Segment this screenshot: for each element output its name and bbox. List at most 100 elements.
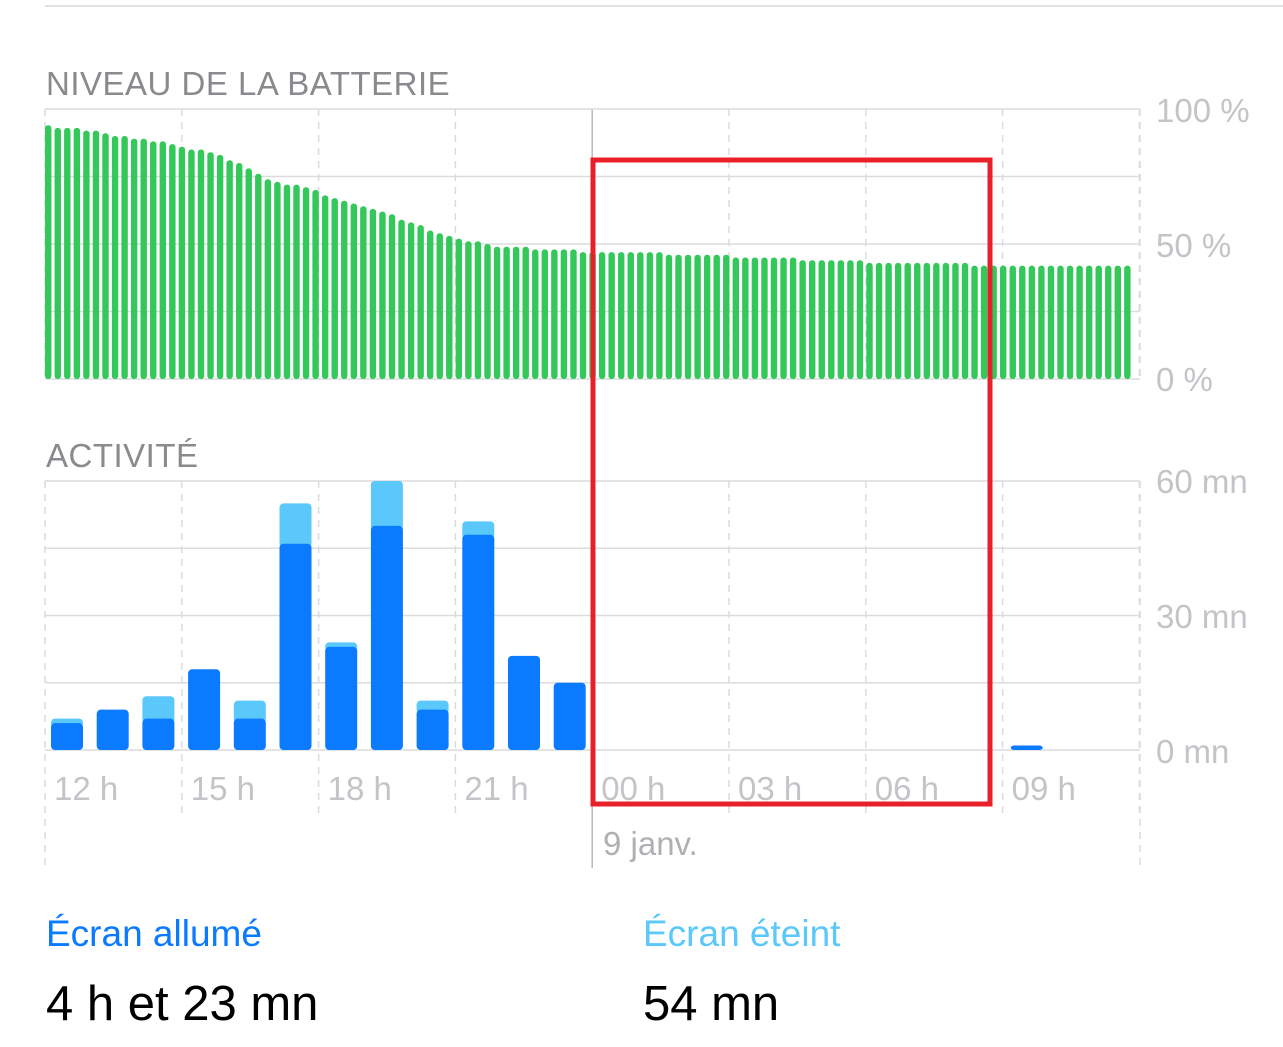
battery-bar <box>283 184 291 379</box>
battery-bar <box>73 127 81 380</box>
battery-bar <box>570 249 577 379</box>
activity-bar-screen-on <box>188 669 221 750</box>
battery-bar <box>723 254 730 379</box>
screen-on-summary: Écran allumé 4 h et 23 mn <box>46 912 318 1034</box>
battery-bar <box>789 257 797 379</box>
battery-bar <box>923 262 930 379</box>
activity-x-tick-label: 03 h <box>738 770 802 807</box>
highlight-rectangle <box>590 157 993 807</box>
battery-bar <box>436 233 443 379</box>
activity-bar-screen-on <box>370 525 403 750</box>
battery-bar <box>952 262 959 379</box>
battery-bar <box>512 246 520 379</box>
activity-bar-screen-on <box>142 718 175 750</box>
battery-bar <box>656 252 663 379</box>
battery-bar <box>608 252 615 379</box>
battery-bar <box>159 141 166 379</box>
battery-bar <box>388 214 396 379</box>
activity-bar-screen-off <box>279 503 312 548</box>
battery-bar <box>111 136 119 379</box>
battery-bar <box>169 144 176 379</box>
activity-bar-screen-on <box>462 534 495 750</box>
battery-bar <box>1076 265 1083 379</box>
battery-bar <box>350 203 357 379</box>
battery-bar <box>646 252 654 379</box>
battery-bar <box>302 187 310 379</box>
battery-y-tick-label: 0 % <box>1156 361 1213 398</box>
activity-bar-screen-off <box>233 700 266 723</box>
battery-bar <box>1009 265 1016 379</box>
battery-bar <box>312 190 319 379</box>
battery-bar <box>627 252 634 379</box>
battery-bar <box>866 262 873 379</box>
screen-off-label: Écran éteint <box>643 913 841 954</box>
battery-bar <box>541 249 548 379</box>
battery-bar <box>1047 265 1055 379</box>
battery-bar <box>828 260 835 379</box>
activity-x-tick-label: 12 h <box>54 770 118 807</box>
battery-y-tick-label: 50 % <box>1156 227 1231 264</box>
activity-bar-screen-off <box>370 481 403 530</box>
activity-bar-screen-on <box>508 655 540 750</box>
battery-bar <box>1057 265 1064 379</box>
battery-bar <box>713 254 720 379</box>
battery-bar <box>1124 265 1131 379</box>
battery-activity-chart: NIVEAU DE LA BATTERIE 100 % 50 % 0 % ACTIV… <box>44 5 1283 868</box>
battery-bar <box>780 257 787 379</box>
activity-y-tick-label: 0 mn <box>1156 733 1229 770</box>
battery-bar <box>1066 265 1074 379</box>
battery-bars <box>45 125 1131 380</box>
activity-x-tick-label: 09 h <box>1012 770 1076 807</box>
battery-bar <box>847 260 854 379</box>
activity-bar-screen-on <box>553 682 586 750</box>
battery-bar <box>694 254 701 379</box>
battery-bar <box>875 262 883 379</box>
battery-bar <box>465 241 472 379</box>
battery-bar <box>331 198 338 379</box>
battery-bar <box>980 265 988 379</box>
battery-bar <box>102 133 109 379</box>
battery-bar <box>684 254 692 379</box>
activity-section-title: ACTIVITÉ <box>46 437 199 474</box>
battery-bar <box>560 249 568 379</box>
battery-bar <box>83 130 90 379</box>
battery-bar <box>255 173 262 379</box>
battery-bar <box>54 127 61 380</box>
activity-bar-screen-on <box>325 646 358 750</box>
activity-bar-screen-on <box>416 709 449 750</box>
battery-bar <box>837 260 845 379</box>
battery-bar <box>799 260 806 379</box>
activity-bar-screen-on <box>279 543 312 750</box>
battery-bar <box>961 262 969 379</box>
screen-off-value: 54 mn <box>643 977 780 1031</box>
battery-bar <box>226 160 233 379</box>
battery-bar <box>188 149 195 379</box>
battery-bar <box>818 260 825 379</box>
battery-bar <box>474 241 482 379</box>
battery-bar <box>732 257 739 379</box>
screen-off-summary: Écran éteint 54 mn <box>643 912 840 1034</box>
battery-bar <box>446 235 453 379</box>
battery-bar <box>493 246 501 379</box>
battery-bar <box>942 262 950 379</box>
battery-bar <box>894 262 902 379</box>
activity-bars <box>51 481 1043 750</box>
battery-bar <box>809 260 816 379</box>
activity-y-axis: 60 mn 30 mn 0 mn <box>1156 463 1248 770</box>
battery-bar <box>703 254 711 379</box>
screen-on-label: Écran allumé <box>46 913 262 954</box>
battery-bar <box>455 238 463 379</box>
battery-bar <box>1085 265 1093 379</box>
battery-bar <box>598 252 606 379</box>
battery-bar <box>675 254 682 379</box>
battery-bar <box>770 257 778 379</box>
battery-bar <box>761 257 768 379</box>
activity-bar-screen-on <box>1010 745 1043 750</box>
activity-y-tick-label: 60 mn <box>1156 463 1248 500</box>
battery-bar <box>522 246 529 379</box>
battery-section-title: NIVEAU DE LA BATTERIE <box>46 65 450 102</box>
battery-bar <box>369 208 377 379</box>
battery-bar <box>293 184 300 379</box>
battery-bar <box>579 252 587 379</box>
